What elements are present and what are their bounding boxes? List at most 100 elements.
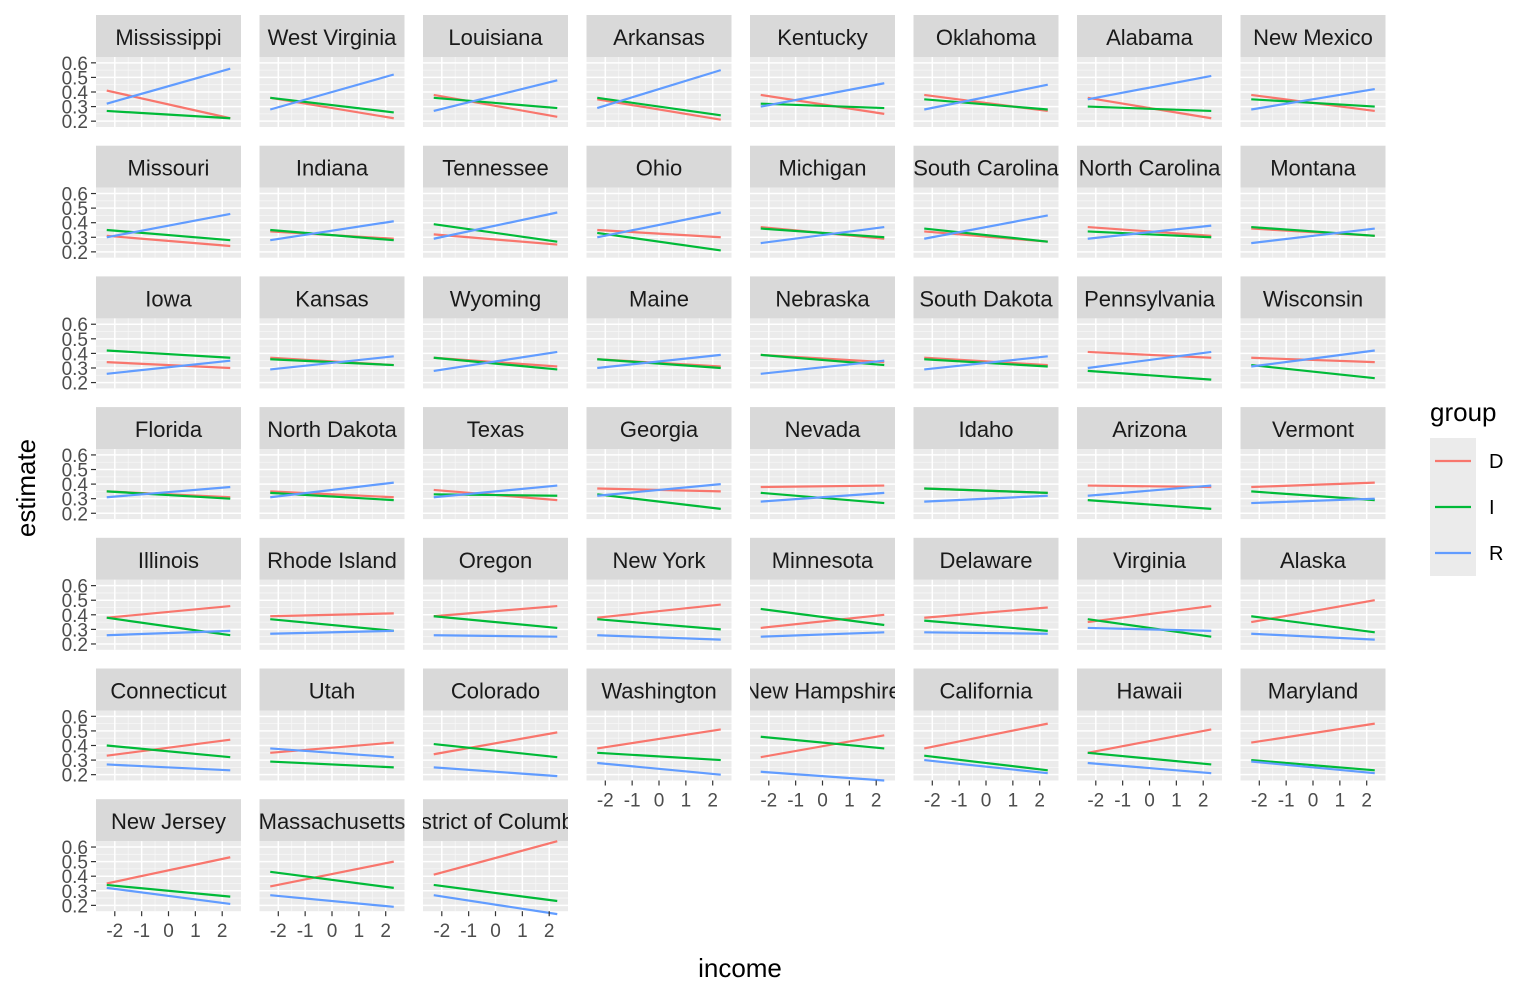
series-line-I xyxy=(106,490,231,500)
facet-strip xyxy=(423,537,568,580)
facet-panel: Indiana xyxy=(259,145,405,258)
facet-strip xyxy=(1240,668,1386,711)
y-tick-label: 0.6 xyxy=(62,315,88,336)
series-line-D xyxy=(106,234,231,248)
series-line-D xyxy=(597,228,721,239)
x-tick-label: 2 xyxy=(217,921,228,942)
series-line-I xyxy=(597,231,721,252)
series-line-I xyxy=(597,751,721,762)
y-tick-label: 0.3 xyxy=(62,490,88,511)
facet-strip xyxy=(423,15,568,57)
facet-strip xyxy=(750,537,895,580)
facet-title: Minnesota xyxy=(772,548,874,573)
series-line-R xyxy=(760,770,885,782)
x-tick-label: 1 xyxy=(1008,791,1019,812)
facet-panel: Georgia xyxy=(586,407,732,520)
facet-title: Hawaii xyxy=(1116,679,1182,704)
facet-strip xyxy=(1077,276,1222,319)
facet-title: New York xyxy=(613,548,707,573)
series-line-R xyxy=(760,359,885,375)
facet-title: West Virginia xyxy=(268,25,398,50)
facet-title: Maine xyxy=(629,286,689,311)
facet-strip xyxy=(1077,537,1222,580)
x-tick-label: 0 xyxy=(490,921,501,942)
series-line-I xyxy=(1087,618,1212,638)
facet-title: New Hampshire xyxy=(744,679,901,704)
facet-title: Alaska xyxy=(1280,548,1347,573)
series-line-D xyxy=(1087,350,1212,359)
facet-title: Iowa xyxy=(145,286,192,311)
facet-title: North Carolina xyxy=(1079,156,1222,181)
y-tick-label: 0.5 xyxy=(62,461,88,482)
series-line-I xyxy=(924,227,1048,243)
facet-title: North Dakota xyxy=(267,417,397,442)
facet-strip xyxy=(913,537,1059,580)
facet-panel: Maine xyxy=(586,276,732,389)
facet-panel: Minnesota xyxy=(750,537,895,650)
series-line-R xyxy=(924,83,1048,111)
x-tick-label: -2 xyxy=(106,921,123,942)
x-tick-label: 0 xyxy=(1308,791,1319,812)
facet-panel: Alabama xyxy=(1077,15,1222,127)
series-line-R xyxy=(1087,350,1212,370)
facet-panel: Ohio xyxy=(586,145,732,258)
series-line-I xyxy=(433,356,558,371)
x-tick-label: -2 xyxy=(760,791,777,812)
x-tick-label: 2 xyxy=(1198,791,1209,812)
facet-strip xyxy=(96,276,241,319)
series-line-R xyxy=(106,886,231,905)
facet-strip xyxy=(586,276,732,319)
facet-panel: Arizona xyxy=(1077,407,1222,520)
facet-title: Alabama xyxy=(1106,25,1194,50)
series-line-I xyxy=(106,109,231,120)
series-line-I xyxy=(1251,758,1375,772)
series-line-R xyxy=(597,634,721,641)
legend-label: D xyxy=(1489,451,1503,473)
facet-title: Nebraska xyxy=(775,286,870,311)
y-tick-label: 0.3 xyxy=(62,620,88,641)
facet-panel: Wisconsin xyxy=(1240,276,1386,389)
series-line-I xyxy=(270,618,394,632)
series-line-D xyxy=(1251,722,1375,744)
series-line-I xyxy=(106,349,231,359)
facet-panel: West Virginia xyxy=(259,15,405,127)
x-tick-label: -1 xyxy=(787,791,804,812)
x-tick-label: -1 xyxy=(624,791,641,812)
facet-strip xyxy=(96,407,241,450)
series-line-R xyxy=(1087,224,1212,240)
facet-strip xyxy=(750,407,895,450)
series-line-R xyxy=(106,67,231,105)
series-line-D xyxy=(760,93,885,115)
facet-panel: Wyoming xyxy=(423,276,568,389)
series-line-R xyxy=(1251,497,1375,505)
series-line-I xyxy=(270,760,394,769)
series-line-R xyxy=(924,758,1048,775)
facet-strip xyxy=(1077,668,1222,711)
x-tick-label: 2 xyxy=(871,791,882,812)
series-line-I xyxy=(106,744,231,759)
facet-panel: Utah xyxy=(259,668,405,781)
facet-panel: Illinois 0.20.30.40.50.6 xyxy=(62,537,241,656)
series-line-I xyxy=(924,487,1048,494)
series-line-I xyxy=(1251,363,1375,380)
facet-title: Rhode Island xyxy=(267,548,397,573)
facet-strip xyxy=(586,407,732,450)
series-line-D xyxy=(597,603,721,619)
y-tick-label: 0.5 xyxy=(62,199,88,220)
facet-strip xyxy=(423,668,568,711)
facet-panel: Hawaii -2 -1 0 1 2 xyxy=(1077,668,1222,812)
series-line-D xyxy=(106,361,231,370)
y-axis-title: estimate xyxy=(11,439,41,537)
x-tick-label: 1 xyxy=(190,921,201,942)
y-tick-label: 0.5 xyxy=(62,330,88,351)
y-tick-label: 0.2 xyxy=(62,766,88,787)
facet-title: Illinois xyxy=(138,548,199,573)
series-line-R xyxy=(433,894,558,916)
facet-strip xyxy=(586,15,732,57)
y-tick-label: 0.6 xyxy=(62,446,88,467)
facet-title: Colorado xyxy=(451,679,540,704)
series-line-R xyxy=(597,211,721,239)
series-line-I xyxy=(1251,615,1375,634)
facet-title: South Carolina xyxy=(913,156,1059,181)
